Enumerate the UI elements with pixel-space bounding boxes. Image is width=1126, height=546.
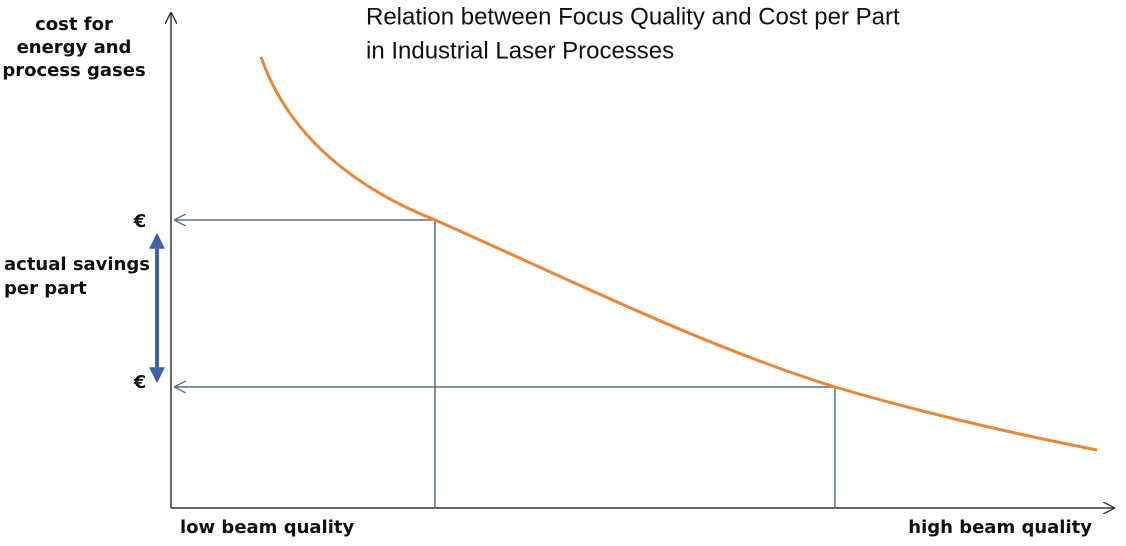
savings-label: per part bbox=[4, 278, 87, 299]
y-axis-label: energy and bbox=[17, 37, 132, 58]
cost-marker: € bbox=[133, 372, 147, 393]
x-axis-label: low beam quality bbox=[180, 517, 354, 538]
title-line: in Industrial Laser Processes bbox=[366, 37, 674, 64]
y-axis-label: process gases bbox=[2, 60, 145, 81]
y-axis-label: cost for bbox=[35, 14, 113, 35]
cost-marker: € bbox=[133, 211, 147, 232]
cost-curve bbox=[259, 56, 1098, 452]
title-line: Relation between Focus Quality and Cost … bbox=[366, 3, 900, 30]
savings-label: actual savings bbox=[4, 254, 150, 275]
x-axis-label: high beam quality bbox=[908, 517, 1092, 538]
